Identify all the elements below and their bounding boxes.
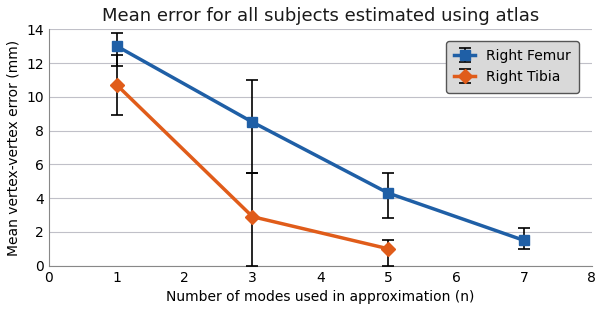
- Legend: Right Femur, Right Tibia: Right Femur, Right Tibia: [446, 41, 579, 93]
- Y-axis label: Mean vertex-vertex error (mm): Mean vertex-vertex error (mm): [7, 39, 21, 256]
- X-axis label: Number of modes used in approximation (n): Number of modes used in approximation (n…: [166, 290, 475, 304]
- Title: Mean error for all subjects estimated using atlas: Mean error for all subjects estimated us…: [102, 7, 539, 25]
